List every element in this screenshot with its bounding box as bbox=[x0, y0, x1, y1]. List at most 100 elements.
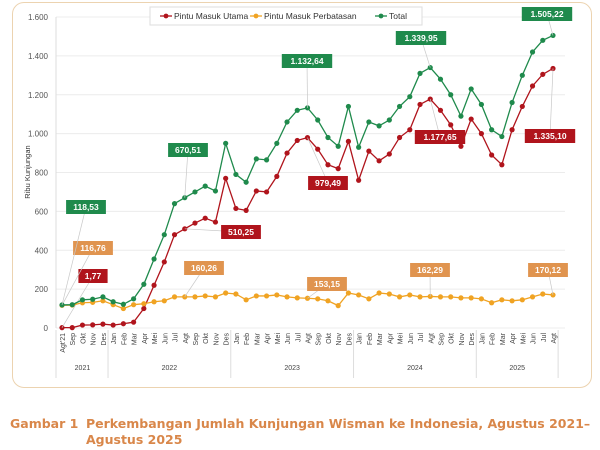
x-tick-label: Jan bbox=[479, 333, 486, 344]
data-label-box bbox=[66, 200, 106, 214]
data-point-pintu-masuk-utama bbox=[110, 322, 116, 328]
y-axis-title: Ribu Kunjungan bbox=[23, 145, 32, 198]
data-point-total bbox=[396, 103, 403, 110]
x-tick-label: Des bbox=[469, 333, 476, 346]
data-point-pintu-masuk-perbatasan bbox=[386, 291, 392, 297]
data-label: 162,29 bbox=[417, 265, 443, 275]
data-point-total bbox=[274, 140, 280, 146]
data-label: 510,25 bbox=[228, 227, 254, 237]
data-point-total bbox=[284, 119, 290, 125]
data-point-pintu-masuk-perbatasan bbox=[253, 293, 259, 299]
data-point-pintu-masuk-utama bbox=[468, 116, 474, 122]
data-point-pintu-masuk-perbatasan bbox=[335, 303, 341, 309]
data-label: 1.132,64 bbox=[290, 56, 323, 66]
data-point-pintu-masuk-utama bbox=[120, 321, 126, 327]
data-point-total bbox=[529, 49, 536, 55]
data-label-leader bbox=[61, 206, 87, 306]
data-point-total bbox=[335, 143, 341, 149]
data-point-total bbox=[356, 144, 362, 150]
data-point-pintu-masuk-utama bbox=[386, 151, 392, 157]
data-point-total bbox=[407, 94, 413, 100]
data-point-total bbox=[110, 299, 116, 305]
x-tick-label: Mei bbox=[520, 333, 527, 345]
data-label-leader bbox=[184, 149, 189, 198]
data-label: 116,76 bbox=[80, 243, 106, 253]
data-point-pintu-masuk-perbatasan bbox=[212, 294, 219, 300]
data-point-pintu-masuk-perbatasan bbox=[356, 292, 362, 298]
data-point-pintu-masuk-utama bbox=[131, 319, 137, 325]
y-tick-label: 1.200 bbox=[28, 91, 49, 100]
x-tick-label: Sep bbox=[193, 333, 200, 346]
data-point-pintu-masuk-utama bbox=[141, 305, 147, 312]
x-tick-label: Okt bbox=[326, 333, 333, 344]
data-point-pintu-masuk-perbatasan bbox=[345, 290, 352, 296]
data-point-total bbox=[202, 183, 208, 189]
x-tick-label: Jul bbox=[295, 333, 302, 342]
data-point-pintu-masuk-utama bbox=[509, 127, 515, 133]
data-point-pintu-masuk-utama bbox=[417, 101, 423, 108]
caption-line-1: Perkembangan Jumlah Kunjungan Wisman ke … bbox=[86, 416, 591, 431]
data-point-pintu-masuk-utama bbox=[489, 152, 495, 158]
data-label-leader bbox=[307, 137, 329, 184]
x-tick-label: Des bbox=[224, 333, 231, 346]
x-tick-label: Apr bbox=[142, 332, 149, 344]
data-point-total bbox=[161, 232, 167, 238]
legend-marker-pintu-masuk-perbatasan bbox=[253, 13, 259, 19]
x-tick-label: Jan bbox=[234, 333, 241, 344]
data-label: 670,51 bbox=[175, 145, 201, 155]
data-point-pintu-masuk-perbatasan bbox=[100, 298, 106, 304]
data-point-total bbox=[458, 113, 464, 119]
data-point-pintu-masuk-perbatasan bbox=[161, 298, 167, 304]
data-point-pintu-masuk-utama bbox=[284, 150, 290, 156]
data-point-total bbox=[141, 281, 147, 287]
data-point-total bbox=[478, 101, 484, 108]
data-point-total bbox=[468, 86, 474, 92]
data-point-pintu-masuk-utama bbox=[366, 148, 372, 154]
data-point-pintu-masuk-utama bbox=[90, 322, 96, 328]
x-tick-label: Agt bbox=[183, 333, 190, 344]
data-point-pintu-masuk-perbatasan bbox=[509, 298, 515, 304]
x-tick-label: Des bbox=[101, 333, 108, 346]
line-chart: 0 200 400 600 800 1.000 1.200 1.400 1.600 Ribu Ku… bbox=[23, 6, 576, 378]
data-point-pintu-masuk-utama bbox=[499, 162, 505, 168]
data-point-pintu-masuk-perbatasan bbox=[468, 295, 474, 301]
legend-marker-pintu-masuk-utama bbox=[163, 13, 169, 19]
data-point-pintu-masuk-perbatasan bbox=[417, 294, 423, 300]
x-tick-label: Jun bbox=[408, 333, 415, 344]
data-point-total bbox=[120, 301, 126, 307]
y-tick-label: 600 bbox=[35, 207, 49, 216]
year-label: 2021 bbox=[75, 365, 91, 372]
data-point-total bbox=[233, 171, 239, 178]
data-label: 1.505,22 bbox=[530, 9, 563, 19]
data-point-pintu-masuk-perbatasan bbox=[223, 290, 229, 296]
data-point-pintu-masuk-perbatasan bbox=[448, 294, 454, 300]
data-point-pintu-masuk-perbatasan bbox=[519, 297, 525, 303]
data-point-pintu-masuk-perbatasan bbox=[478, 296, 484, 302]
data-label-box bbox=[307, 277, 347, 291]
x-tick-label: Mar bbox=[132, 332, 139, 345]
data-point-pintu-masuk-utama bbox=[529, 83, 536, 89]
x-tick-label: Jun bbox=[162, 333, 169, 344]
data-point-pintu-masuk-perbatasan bbox=[376, 290, 382, 296]
x-tick-label: Mar bbox=[254, 332, 261, 345]
x-tick-label: Feb bbox=[244, 333, 251, 345]
data-point-total bbox=[386, 117, 392, 123]
data-point-pintu-masuk-perbatasan bbox=[366, 296, 372, 302]
figure-caption: Perkembangan Jumlah Kunjungan Wisman ke … bbox=[86, 416, 590, 448]
x-tick-label: Jun bbox=[531, 333, 538, 344]
x-tick-label: Agt bbox=[551, 333, 558, 344]
data-point-total bbox=[509, 99, 515, 106]
data-point-pintu-masuk-utama bbox=[192, 220, 198, 226]
data-point-pintu-masuk-utama bbox=[325, 162, 331, 168]
x-tick-label: Mei bbox=[152, 333, 159, 345]
data-label: 118,53 bbox=[73, 202, 99, 212]
x-tick-label: Sep bbox=[438, 333, 445, 346]
y-tick-label: 200 bbox=[35, 285, 49, 294]
data-point-total bbox=[550, 32, 556, 39]
data-label-box bbox=[414, 130, 466, 144]
x-tick-label: Agt bbox=[306, 333, 313, 344]
legend-marker-total bbox=[378, 13, 384, 19]
data-point-pintu-masuk-perbatasan bbox=[325, 298, 331, 304]
data-point-pintu-masuk-utama bbox=[263, 189, 270, 195]
data-point-pintu-masuk-perbatasan bbox=[407, 292, 413, 298]
